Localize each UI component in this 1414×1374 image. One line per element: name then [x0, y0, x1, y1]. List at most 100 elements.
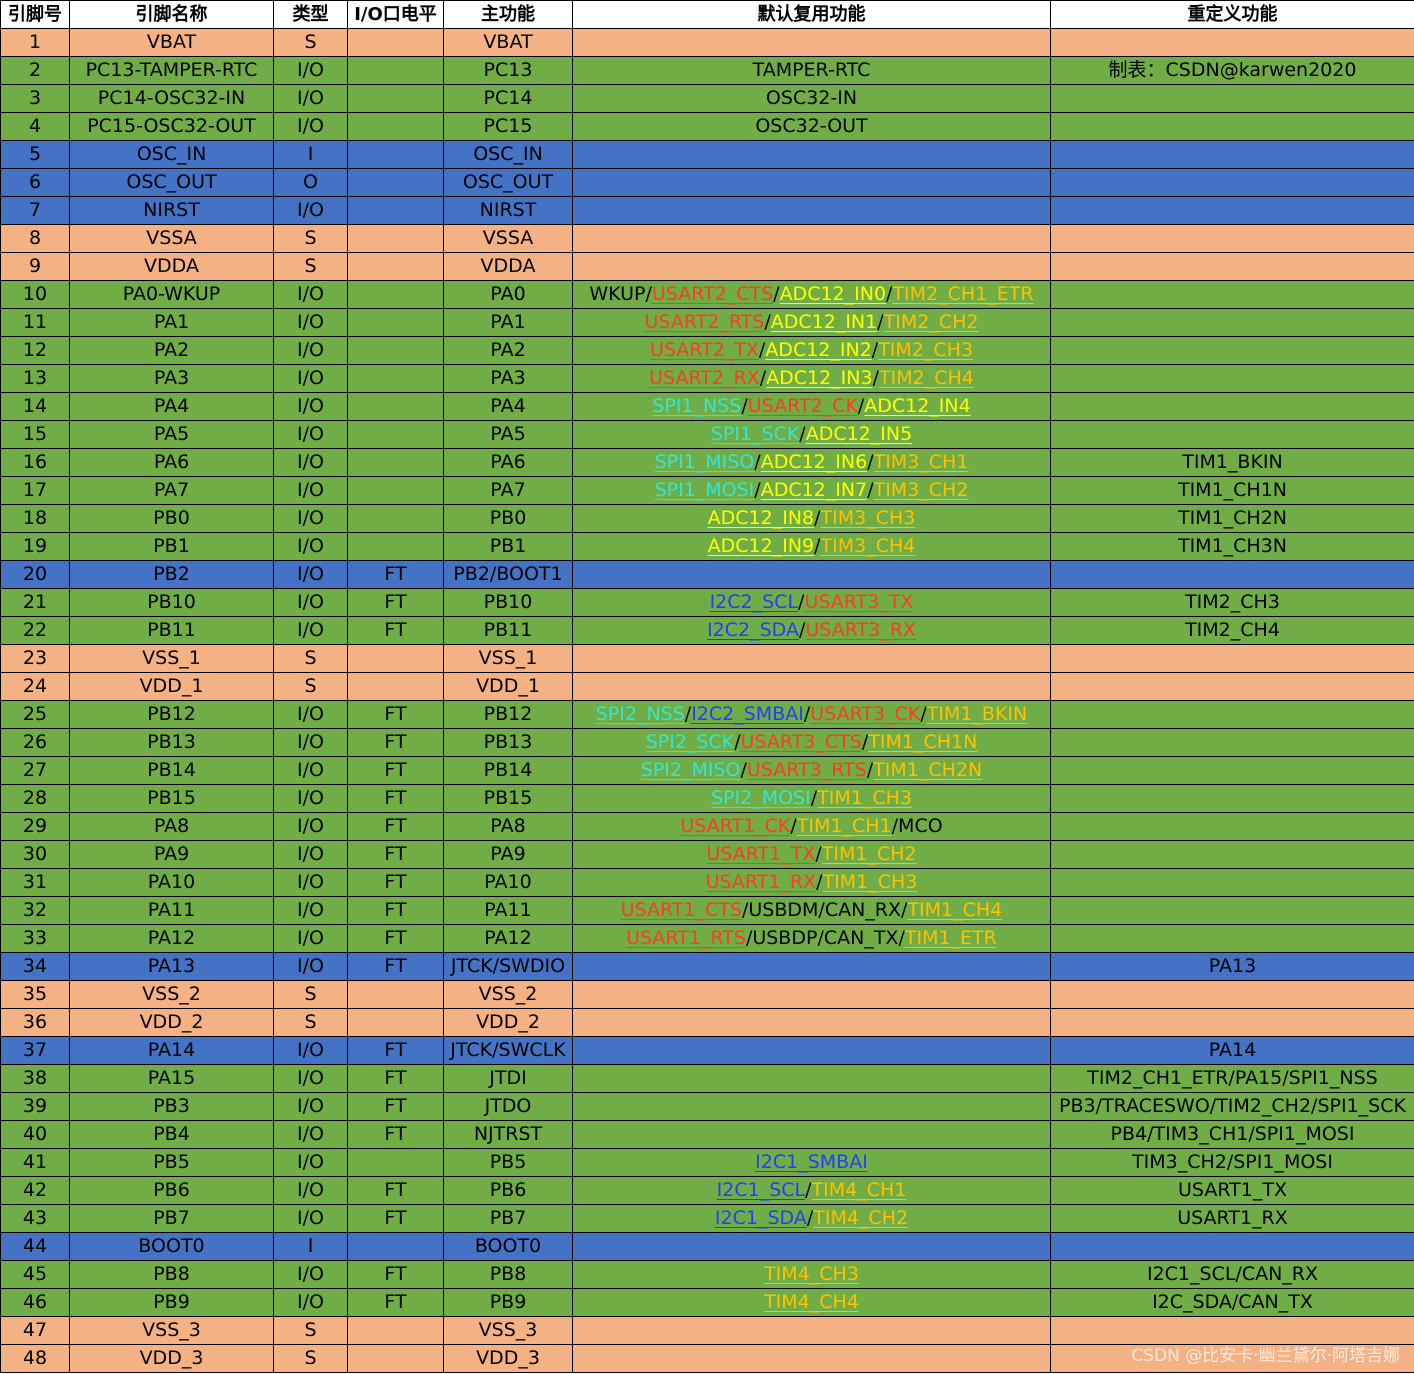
alternate-function-cell: USART1_CTS/USBDM/CAN_RX/TIM1_CH4: [572, 896, 1051, 925]
remap-function-cell: [1050, 112, 1414, 141]
io-level-cell: FT: [347, 588, 444, 617]
pin-name-cell: PB9: [69, 1288, 274, 1317]
pin-number-cell: 42: [0, 1176, 70, 1205]
remap-function-cell: [1050, 980, 1414, 1009]
type-cell: I/O: [273, 588, 348, 617]
type-cell: I/O: [273, 756, 348, 785]
alternate-function-cell: USART1_TX/TIM1_CH2: [572, 840, 1051, 869]
remap-function-cell: [1050, 644, 1414, 673]
table-row: 11 PA1 I/O PA1 USART2_RTS/ADC12_IN1/TIM2_CH2: [0, 308, 1414, 337]
io-level-cell: [347, 308, 444, 337]
remap-function-cell: [1050, 756, 1414, 785]
pin-number-cell: 48: [0, 1344, 70, 1373]
pin-number-cell: 19: [0, 532, 70, 561]
main-function-cell: PA10: [443, 868, 573, 897]
main-function-cell: VSSA: [443, 224, 573, 253]
remap-function-cell: [1050, 280, 1414, 309]
alternate-function-cell: I2C2_SDA/USART3_RX: [572, 616, 1051, 645]
pin-number-cell: 2: [0, 56, 70, 85]
table-row: 2 PC13-TAMPER-RTC I/O PC13 TAMPER-RTC 制表：CSDN…: [0, 56, 1414, 85]
alternate-function-segment: ADC12_IN0: [779, 283, 887, 305]
pin-number-cell: 1: [0, 28, 70, 57]
main-function-cell: PC13: [443, 56, 573, 85]
remap-function-cell: TIM3_CH2/SPI1_MOSI: [1050, 1148, 1414, 1177]
io-level-cell: [347, 1008, 444, 1037]
main-function-cell: PC15: [443, 112, 573, 141]
pin-name-cell: VSSA: [69, 224, 274, 253]
main-function-cell: OSC_IN: [443, 140, 573, 169]
header-row: 引脚号 引脚名称 类型 I/O口电平 主功能 默认复用功能 重定义功能: [0, 0, 1414, 29]
alternate-function-cell: [572, 1120, 1051, 1149]
pin-name-cell: PA8: [69, 812, 274, 841]
pin-name-cell: PA3: [69, 364, 274, 393]
remap-function-cell: [1050, 924, 1414, 953]
main-function-cell: VDD_2: [443, 1008, 573, 1037]
main-function-cell: PB9: [443, 1288, 573, 1317]
alternate-function-segment: /: [798, 591, 805, 613]
io-level-cell: [347, 336, 444, 365]
alternate-function-segment: /: [871, 339, 879, 361]
pin-name-cell: PA1: [69, 308, 274, 337]
remap-function-cell: PA13: [1050, 952, 1414, 981]
alternate-function-segment: ADC12_IN3: [766, 367, 873, 389]
alternate-function-segment: SPI1_NSS: [652, 395, 742, 417]
alternate-function-segment: /: [891, 815, 899, 837]
pin-number-cell: 5: [0, 140, 70, 169]
remap-function-cell: [1050, 672, 1414, 701]
alternate-function-segment: /: [872, 367, 879, 389]
alternate-function-segment: USART3_RTS: [746, 759, 867, 781]
alternate-function-segment: USART2_TX: [649, 339, 759, 361]
pin-name-cell: PA7: [69, 476, 274, 505]
main-function-cell: JTCK/SWCLK: [443, 1036, 573, 1065]
alternate-function-segment: TIM4_CH4: [764, 1291, 859, 1313]
alternate-function-segment: TIM1_CH3: [817, 787, 912, 809]
alternate-function-cell: [572, 952, 1051, 981]
header-io-level: I/O口电平: [347, 0, 444, 29]
pin-number-cell: 35: [0, 980, 70, 1009]
type-cell: S: [273, 28, 348, 57]
alternate-function-segment: /: [814, 535, 821, 557]
pin-name-cell: BOOT0: [69, 1232, 274, 1261]
table-row: 27 PB14 I/O FT PB14 SPI2_MISO/USART3_RTS/TIM1…: [0, 756, 1414, 785]
pin-name-cell: PA5: [69, 420, 274, 449]
remap-function-cell: PA14: [1050, 1036, 1414, 1065]
main-function-cell: PA1: [443, 308, 573, 337]
type-cell: I/O: [273, 1064, 348, 1093]
pin-name-cell: PB10: [69, 588, 274, 617]
alternate-function-cell: USART2_RX/ADC12_IN3/TIM2_CH4: [572, 364, 1051, 393]
main-function-cell: PB10: [443, 588, 573, 617]
io-level-cell: FT: [347, 924, 444, 953]
pin-number-cell: 44: [0, 1232, 70, 1261]
alternate-function-segment: TIM1_CH3: [822, 871, 918, 893]
pin-name-cell: PB8: [69, 1260, 274, 1289]
pin-number-cell: 8: [0, 224, 70, 253]
alternate-function-segment: USART2_RX: [649, 367, 760, 389]
table-row: 31 PA10 I/O FT PA10 USART1_RX/TIM1_CH3: [0, 868, 1414, 897]
alternate-function-segment: SPI2_MOSI: [711, 787, 811, 809]
alternate-function-cell: I2C2_SCL/USART3_TX: [572, 588, 1051, 617]
remap-function-cell: [1050, 1316, 1414, 1345]
table-row: 28 PB15 I/O FT PB15 SPI2_MOSI/TIM1_CH3: [0, 784, 1414, 813]
pin-name-cell: PB7: [69, 1204, 274, 1233]
alternate-function-cell: [572, 980, 1051, 1009]
pin-number-cell: 3: [0, 84, 70, 113]
main-function-cell: PB6: [443, 1176, 573, 1205]
alternate-function-cell: I2C1_SMBAI: [572, 1148, 1051, 1177]
table-row: 15 PA5 I/O PA5 SPI1_SCK/ADC12_IN5: [0, 420, 1414, 449]
alternate-function-segment: USART2_RTS: [644, 311, 765, 333]
remap-function-cell: TIM2_CH3: [1050, 588, 1414, 617]
pin-number-cell: 11: [0, 308, 70, 337]
io-level-cell: FT: [347, 868, 444, 897]
alternate-function-cell: [572, 1316, 1051, 1345]
alternate-function-cell: [572, 1036, 1051, 1065]
io-level-cell: FT: [347, 784, 444, 813]
io-level-cell: FT: [347, 896, 444, 925]
pin-number-cell: 18: [0, 504, 70, 533]
pin-name-cell: OSC_IN: [69, 140, 274, 169]
table-row: 37 PA14 I/O FT JTCK/SWCLK PA14: [0, 1036, 1414, 1065]
table-row: 1 VBAT S VBAT: [0, 28, 1414, 57]
pin-name-cell: PB12: [69, 700, 274, 729]
table-row: 9 VDDA S VDDA: [0, 252, 1414, 281]
io-level-cell: FT: [347, 1288, 444, 1317]
pin-number-cell: 33: [0, 924, 70, 953]
